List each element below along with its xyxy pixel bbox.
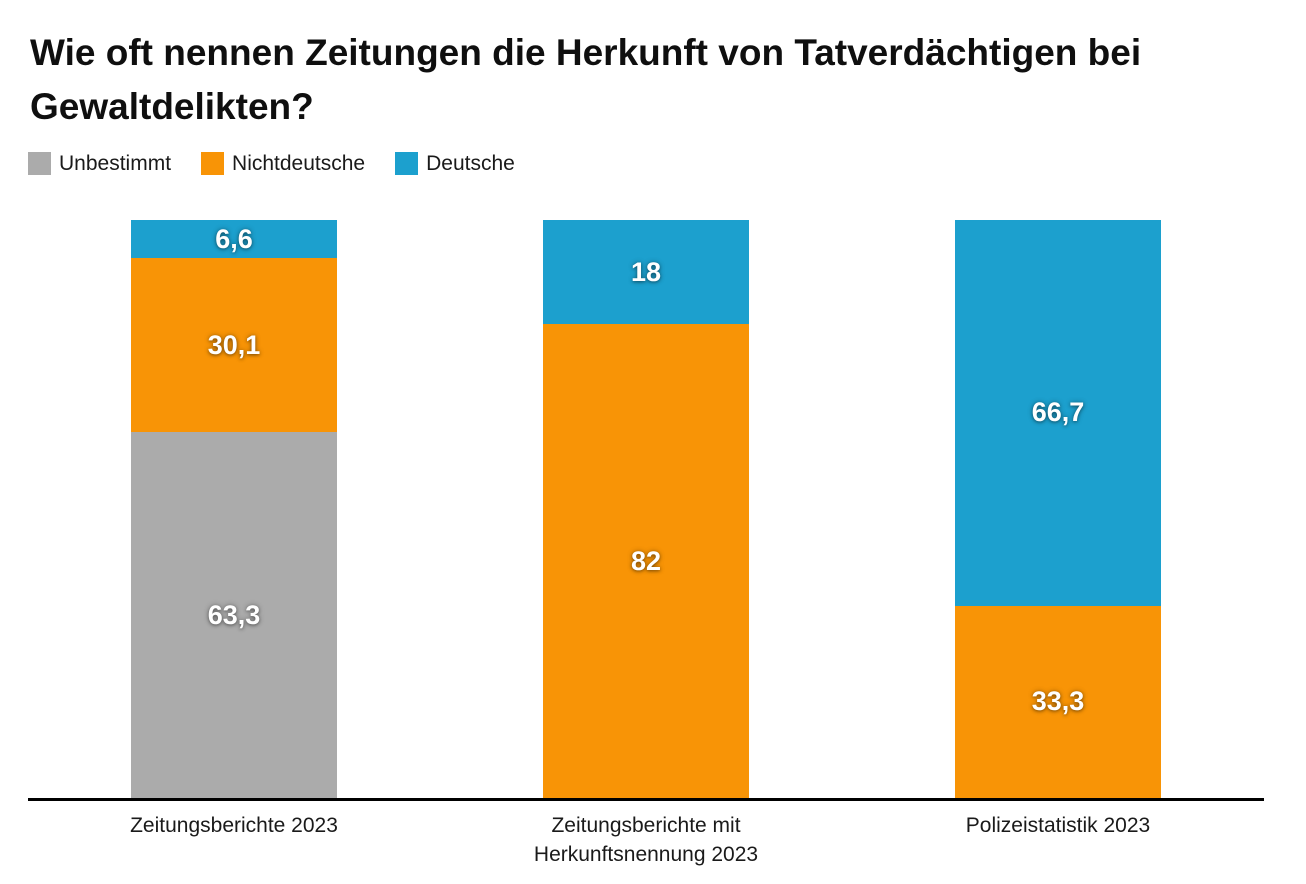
legend-swatch-unbestimmt [28, 152, 51, 176]
x-axis-label: Zeitungsberichte 2023 [130, 814, 338, 838]
bar-segment-nichtdeutsche: 33,3 [955, 605, 1161, 799]
value-label: 66,7 [1031, 397, 1085, 428]
bar-column-polizeistatistik-2023: 33,3 66,7 [852, 220, 1264, 799]
stacked-bar: 33,3 66,7 [955, 220, 1161, 799]
bar-segment-unbestimmt: 63,3 [131, 432, 337, 799]
x-axis-label: Polizeistatistik 2023 [965, 814, 1151, 838]
bar-segment-deutsche: 6,6 [131, 220, 337, 259]
x-axis-line [28, 798, 1264, 802]
bar-column-zeitungsberichte-2023: 63,3 30,1 6,6 [28, 220, 440, 799]
x-axis-label: Zeitungsberichte mit Herkunftsnennung 20… [533, 814, 759, 867]
legend-swatch-deutsche [395, 152, 419, 176]
legend-swatch-nichtdeutsche [201, 152, 225, 176]
bars-area: 63,3 30,1 6,6 82 18 33,3 66,7 [28, 220, 1264, 799]
legend-item-deutsche: Deutsche [395, 152, 515, 176]
legend-label: Unbestimmt [59, 152, 172, 176]
value-label: 33,3 [1031, 686, 1085, 717]
legend-item-unbestimmt: Unbestimmt [28, 152, 172, 176]
value-label: 6,6 [215, 223, 253, 254]
legend: Unbestimmt Nichtdeutsche Deutsche [28, 152, 1264, 176]
stacked-bar: 82 18 [543, 220, 749, 799]
bar-segment-deutsche: 18 [543, 220, 749, 325]
bar-segment-nichtdeutsche: 82 [543, 324, 749, 799]
legend-label: Nichtdeutsche [232, 152, 366, 176]
legend-item-nichtdeutsche: Nichtdeutsche [201, 152, 366, 176]
bar-segment-deutsche: 66,7 [955, 220, 1161, 606]
legend-label: Deutsche [426, 152, 515, 176]
stacked-bar: 63,3 30,1 6,6 [131, 220, 337, 799]
value-label: 30,1 [207, 329, 261, 360]
value-label: 82 [630, 545, 662, 576]
x-axis-labels-row: Zeitungsberichte 2023 Zeitungsberichte mi… [28, 811, 1264, 870]
bar-segment-nichtdeutsche: 30,1 [131, 258, 337, 433]
value-label: 63,3 [207, 599, 261, 630]
chart-title: Wie oft nennen Zeitungen die Herkunft vo… [30, 32, 1142, 128]
value-label: 18 [630, 256, 662, 287]
plot-area: 63,3 30,1 6,6 82 18 33,3 66,7 Zeitungsberichte… [28, 220, 1264, 870]
bar-column-zeitungsberichte-mit: 82 18 [440, 220, 852, 799]
